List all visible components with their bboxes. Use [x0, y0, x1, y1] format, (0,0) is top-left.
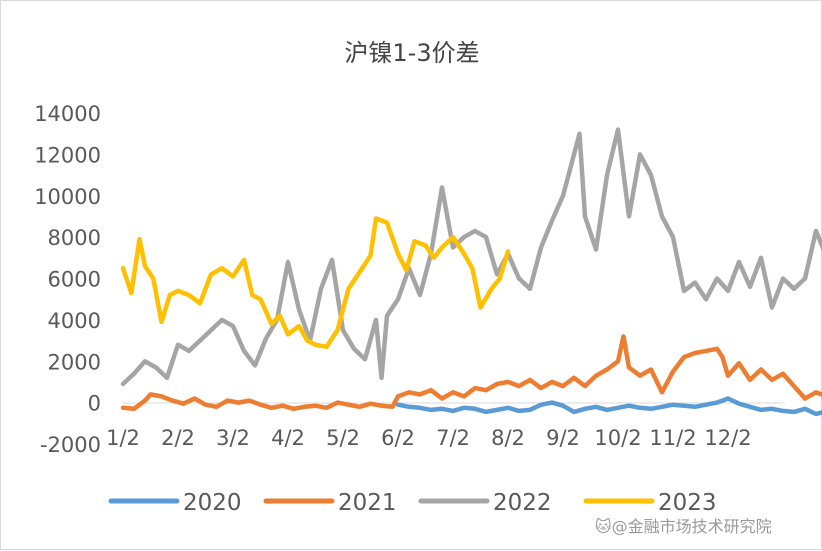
x-tick-label: 12/2: [704, 426, 751, 450]
legend: 2020 2021 2022 2023: [108, 490, 717, 516]
legend-label: 2023: [658, 490, 717, 516]
x-tick-label: 6/2: [381, 426, 415, 450]
x-tick-label: 3/2: [216, 426, 250, 450]
x-tick-label: 9/2: [546, 426, 580, 450]
series-line-2020: [395, 396, 822, 417]
x-tick-label: 4/2: [271, 426, 305, 450]
series-line-2021: [120, 334, 822, 412]
y-tick-label: 8000: [48, 226, 101, 250]
y-tick-label: 10000: [34, 185, 101, 209]
x-tick-label: 1/2: [106, 426, 140, 450]
x-tick-label: 8/2: [491, 426, 525, 450]
y-axis: 14000 12000 10000 8000 6000 4000 2000 0 -2000: [34, 102, 101, 457]
y-tick-label: 2000: [48, 350, 101, 374]
x-axis: 1/2 2/2 3/2 4/2 5/2 6/2 7/2 8/2 9/2 10/2 11/2 12/2: [106, 402, 785, 450]
series-line-2023: [120, 216, 511, 350]
y-tick-label: 6000: [48, 268, 101, 292]
legend-item-2023: 2023: [583, 490, 717, 516]
y-tick-label: -2000: [40, 433, 101, 457]
series-layer: [120, 127, 822, 417]
x-tick-label: 11/2: [649, 426, 696, 450]
legend-item-2020: 2020: [108, 490, 242, 516]
chart-title: 沪镍1-3价差: [344, 39, 479, 67]
legend-label: 2020: [183, 490, 242, 516]
watermark: 🐱@金融市场技术研究院: [595, 517, 772, 536]
y-tick-label: 4000: [48, 309, 101, 333]
series-line-2022: [120, 127, 822, 387]
legend-label: 2022: [493, 490, 552, 516]
legend-item-2022: 2022: [418, 490, 552, 516]
legend-label: 2021: [338, 490, 397, 516]
x-tick-label: 10/2: [594, 426, 641, 450]
x-tick-label: 2/2: [161, 426, 195, 450]
y-tick-label: 12000: [34, 143, 101, 167]
y-tick-label: 0: [88, 392, 101, 416]
x-tick-label: 5/2: [326, 426, 360, 450]
legend-item-2021: 2021: [263, 490, 397, 516]
y-tick-label: 14000: [34, 102, 101, 126]
x-tick-label: 7/2: [436, 426, 470, 450]
